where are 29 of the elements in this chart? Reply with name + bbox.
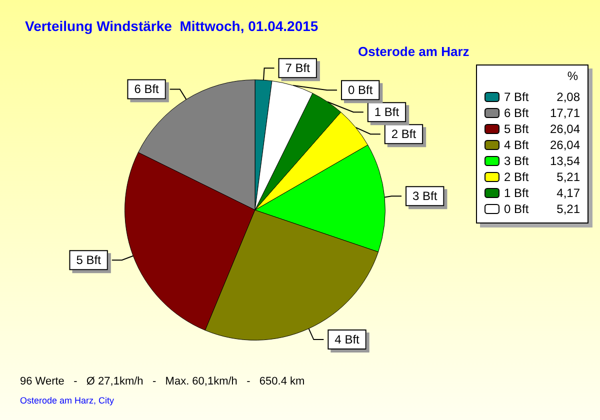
legend-label: 7 Bft — [504, 90, 530, 104]
legend-title: % — [567, 69, 578, 83]
data-label: 26,04 — [550, 138, 580, 152]
slice-label: 2 Bft — [391, 127, 417, 142]
legend-label: 6 Bft — [504, 106, 530, 120]
text: 96 Werte - Ø 27,1km/h - Max. 60,1km/h - 650.4 km — [20, 376, 305, 388]
slice-label: 5 Bft — [76, 253, 102, 268]
legend-label: 3 Bft — [504, 154, 530, 168]
legend-label: 0 Bft — [504, 202, 530, 216]
slice-label: 1 Bft — [374, 105, 400, 120]
chart-subtitle: Osterode am Harz — [358, 44, 470, 59]
slice-label: 6 Bft — [134, 82, 160, 96]
legend-label: 1 Bft — [504, 186, 530, 200]
data-label: 4,17 — [556, 186, 580, 200]
slice-label: 7 Bft — [285, 61, 311, 76]
data-label: 5,21 — [556, 202, 580, 216]
data-label: 17,71 — [550, 106, 580, 120]
data-label: 2,08 — [556, 90, 580, 104]
slice-label: 3 Bft — [412, 189, 438, 204]
chart-title: Verteilung Windstärke Mittwoch, 01.04.2015 — [25, 18, 318, 34]
data-label: 5,21 — [556, 170, 580, 184]
slice-label: 0 Bft — [348, 83, 374, 98]
data-label: 26,04 — [550, 122, 580, 136]
data-label: 13,54 — [550, 154, 580, 168]
legend-label: 5 Bft — [504, 122, 530, 136]
slice-label: 4 Bft — [334, 332, 360, 347]
legend-label: 2 Bft — [504, 170, 530, 184]
text: Osterode am Harz, City — [20, 396, 115, 406]
legend-label: 4 Bft — [504, 138, 530, 152]
